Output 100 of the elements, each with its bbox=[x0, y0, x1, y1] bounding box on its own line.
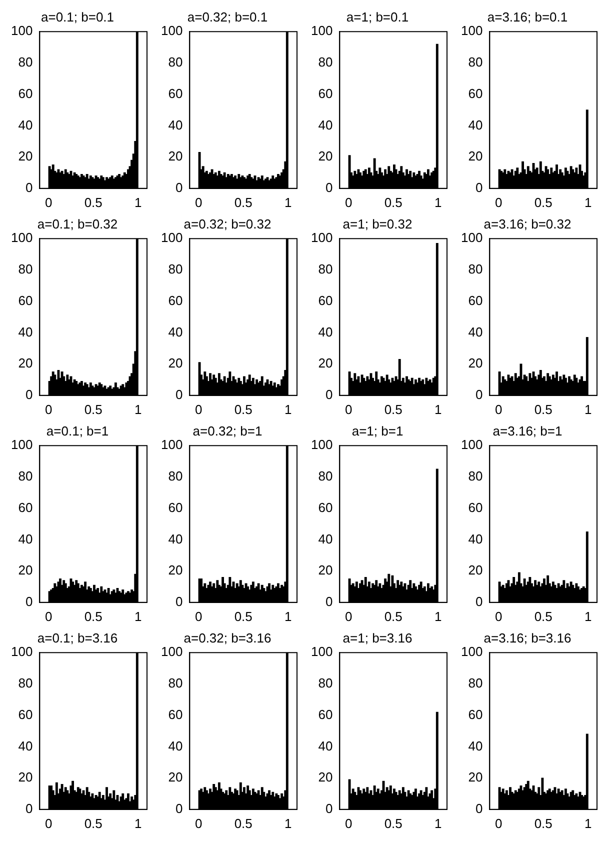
y-tick-label: 20 bbox=[168, 562, 183, 578]
y-tick-label: 20 bbox=[168, 770, 183, 785]
chart-title: a=3.16; b=0.1 bbox=[487, 9, 568, 24]
y-tick-label: 60 bbox=[168, 500, 183, 515]
y-tick-label: 20 bbox=[18, 148, 33, 164]
y-tick-label: 20 bbox=[318, 562, 333, 578]
x-tick-label: 1 bbox=[284, 608, 292, 624]
y-tick-label: 40 bbox=[468, 738, 483, 754]
y-tick-label: 0 bbox=[175, 386, 183, 402]
y-tick-label: 40 bbox=[318, 738, 333, 754]
y-tick-label: 20 bbox=[18, 770, 33, 785]
y-tick-label: 80 bbox=[468, 54, 483, 70]
x-tick-label: 0 bbox=[195, 402, 202, 417]
y-tick-label: 60 bbox=[18, 86, 33, 101]
y-tick-label: 20 bbox=[168, 356, 183, 371]
chart-title: a=1; b=0.1 bbox=[346, 9, 409, 24]
chart-title: a=0.32; b=3.16 bbox=[184, 630, 272, 646]
y-tick-label: 80 bbox=[318, 54, 333, 70]
x-tick-label: 1 bbox=[284, 816, 292, 831]
x-tick-label: 0.5 bbox=[384, 194, 402, 210]
chart-title: a=1; b=0.32 bbox=[342, 216, 412, 232]
chart-title: a=0.1; b=1 bbox=[46, 423, 109, 438]
y-tick-label: 40 bbox=[168, 324, 183, 340]
x-tick-label: 1 bbox=[584, 608, 592, 624]
x-tick-label: 0 bbox=[345, 402, 352, 417]
x-tick-label: 0.5 bbox=[84, 816, 102, 831]
y-tick-label: 60 bbox=[168, 292, 183, 308]
y-tick-label: 60 bbox=[168, 706, 183, 722]
y-tick-label: 60 bbox=[318, 86, 333, 101]
chart-title: a=3.16; b=0.32 bbox=[484, 216, 572, 232]
y-tick-label: 60 bbox=[468, 86, 483, 101]
x-tick-label: 1 bbox=[134, 608, 142, 624]
y-tick-label: 60 bbox=[18, 292, 33, 308]
x-tick-label: 1 bbox=[434, 194, 442, 210]
y-tick-label: 20 bbox=[318, 770, 333, 785]
chart-title: a=3.16; b=1 bbox=[492, 423, 562, 438]
x-tick-label: 0 bbox=[45, 402, 52, 417]
y-tick-label: 60 bbox=[18, 706, 33, 722]
y-tick-label: 100 bbox=[310, 437, 333, 452]
y-tick-label: 40 bbox=[168, 531, 183, 546]
x-tick-label: 0.5 bbox=[534, 194, 552, 210]
x-tick-label: 0.5 bbox=[534, 816, 552, 831]
x-tick-label: 0.5 bbox=[384, 816, 402, 831]
y-tick-label: 0 bbox=[175, 594, 183, 609]
y-tick-label: 80 bbox=[468, 262, 483, 277]
chart-title: a=0.32; b=1 bbox=[192, 423, 262, 438]
y-tick-label: 0 bbox=[475, 180, 483, 195]
y-tick-label: 100 bbox=[10, 230, 33, 246]
y-tick-label: 20 bbox=[468, 562, 483, 578]
x-tick-label: 1 bbox=[434, 608, 442, 624]
y-tick-label: 100 bbox=[460, 23, 483, 38]
y-tick-label: 20 bbox=[18, 356, 33, 371]
x-tick-label: 0 bbox=[495, 816, 502, 831]
y-tick-label: 80 bbox=[18, 54, 33, 70]
y-tick-label: 40 bbox=[468, 117, 483, 132]
y-tick-label: 40 bbox=[168, 117, 183, 132]
x-tick-label: 1 bbox=[284, 402, 292, 417]
y-tick-label: 20 bbox=[468, 356, 483, 371]
y-tick-label: 60 bbox=[318, 706, 333, 722]
y-tick-label: 100 bbox=[10, 437, 33, 452]
y-tick-label: 20 bbox=[168, 148, 183, 164]
y-tick-label: 0 bbox=[325, 180, 333, 195]
y-tick-label: 100 bbox=[10, 23, 33, 38]
y-tick-label: 20 bbox=[318, 148, 333, 164]
y-tick-label: 0 bbox=[475, 386, 483, 402]
x-tick-label: 1 bbox=[134, 402, 142, 417]
y-tick-label: 0 bbox=[325, 800, 333, 816]
x-tick-label: 0.5 bbox=[84, 194, 102, 210]
y-tick-label: 40 bbox=[468, 324, 483, 340]
y-tick-label: 100 bbox=[460, 230, 483, 246]
x-tick-label: 0.5 bbox=[534, 402, 552, 417]
y-tick-label: 40 bbox=[468, 531, 483, 546]
y-tick-label: 0 bbox=[325, 594, 333, 609]
y-tick-label: 80 bbox=[168, 54, 183, 70]
x-tick-label: 0 bbox=[195, 816, 202, 831]
y-tick-label: 40 bbox=[18, 738, 33, 754]
y-tick-label: 0 bbox=[25, 800, 33, 816]
y-tick-label: 0 bbox=[175, 800, 183, 816]
y-tick-label: 20 bbox=[18, 562, 33, 578]
x-tick-label: 0.5 bbox=[384, 402, 402, 417]
y-tick-label: 0 bbox=[175, 180, 183, 195]
x-tick-label: 0.5 bbox=[234, 608, 252, 624]
x-tick-label: 0 bbox=[495, 194, 502, 210]
x-tick-label: 1 bbox=[434, 402, 442, 417]
y-tick-label: 40 bbox=[318, 117, 333, 132]
chart-title: a=0.1; b=0.32 bbox=[37, 216, 118, 232]
y-tick-label: 80 bbox=[18, 468, 33, 484]
y-tick-label: 60 bbox=[468, 706, 483, 722]
y-tick-label: 100 bbox=[310, 644, 333, 660]
y-tick-label: 40 bbox=[168, 738, 183, 754]
x-tick-label: 0 bbox=[45, 816, 52, 831]
y-tick-label: 80 bbox=[318, 468, 333, 484]
chart-title: a=0.1; b=3.16 bbox=[37, 630, 118, 646]
y-tick-label: 80 bbox=[468, 468, 483, 484]
x-tick-label: 0.5 bbox=[84, 608, 102, 624]
y-tick-label: 0 bbox=[475, 800, 483, 816]
y-tick-label: 100 bbox=[160, 23, 183, 38]
x-tick-label: 0 bbox=[345, 816, 352, 831]
chart-title: a=1; b=1 bbox=[352, 423, 404, 438]
y-tick-label: 80 bbox=[318, 262, 333, 277]
